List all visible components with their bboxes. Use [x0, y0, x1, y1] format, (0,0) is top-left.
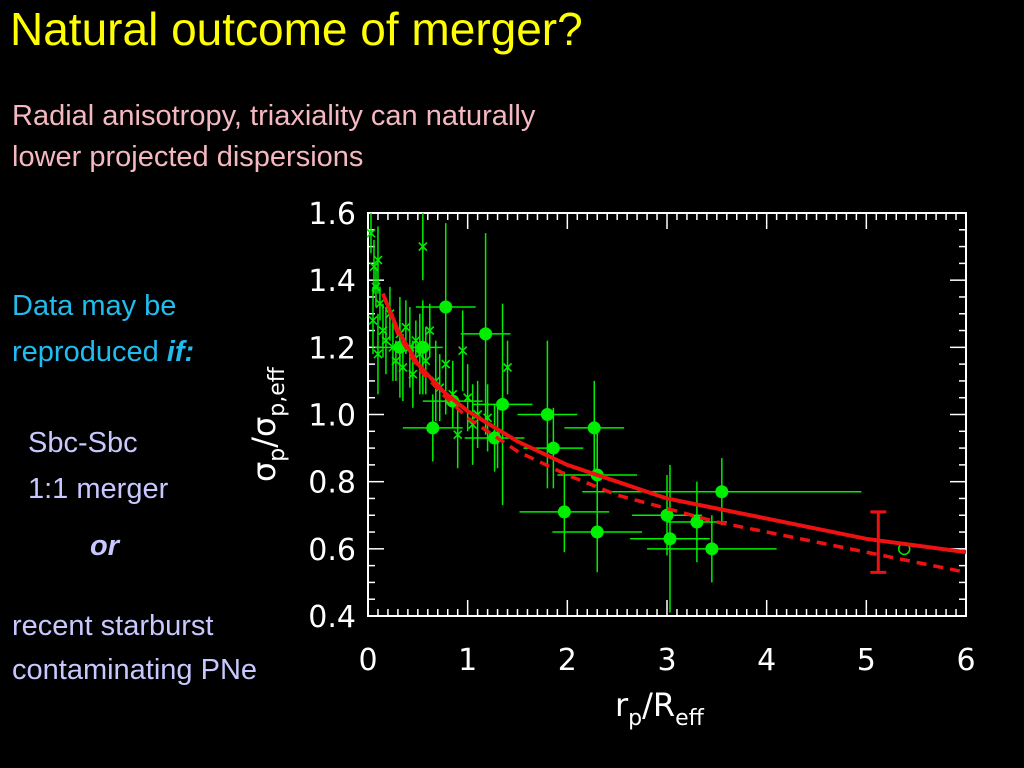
model-curve-solid [381, 292, 967, 555]
data-point [590, 525, 604, 539]
x-tick-label: 4 [757, 643, 776, 678]
y-tick-label: 0.6 [308, 533, 356, 568]
data-point [479, 327, 493, 341]
data-point [502, 362, 513, 373]
data-point [546, 441, 560, 455]
subtitle-line-1: Radial anisotropy, triaxiality can natur… [12, 100, 536, 132]
x-tick-label: 2 [558, 643, 577, 678]
condition-reproduced: reproduced [12, 336, 159, 368]
option-merger-line-1: Sbc-Sbc [28, 427, 138, 459]
data-point [418, 242, 428, 252]
x-tick-label: 5 [857, 643, 876, 678]
data-point [663, 532, 677, 546]
plot-data [366, 213, 967, 613]
data-point [411, 336, 421, 346]
y-axis-label: σp/σp,eff [245, 366, 290, 482]
subtitle-line-2: lower projected dispersions [12, 141, 364, 173]
data-point [398, 362, 408, 373]
y-tick-label: 0.4 [308, 600, 356, 635]
data-point [401, 322, 411, 332]
condition-line-1: Data may be [12, 290, 177, 322]
data-point [366, 228, 376, 238]
option-starburst-line-1: recent starburst [12, 610, 214, 642]
data-point [439, 300, 453, 314]
condition-text: Data may be reproduced if: [12, 283, 194, 375]
x-tick-label: 6 [956, 643, 975, 678]
option-merger: Sbc-Sbc 1:1 merger [28, 420, 168, 512]
data-point [373, 255, 383, 265]
data-point [426, 421, 440, 435]
or-label: or [90, 530, 119, 562]
data-point [421, 356, 431, 366]
y-tick-label: 1.2 [308, 331, 356, 366]
data-point [453, 430, 463, 440]
data-point [540, 408, 554, 421]
data-point [408, 369, 418, 379]
data-point [441, 359, 451, 369]
x-axis-label: rp/Reff [615, 686, 705, 731]
y-tick-label: 1.4 [308, 264, 356, 299]
condition-if: if: [166, 336, 195, 368]
y-tick-label: 1.6 [308, 197, 356, 232]
data-point [715, 485, 729, 499]
condition-line-2: reproduced if: [12, 329, 194, 375]
data-point [381, 336, 391, 346]
option-merger-line-2: 1:1 merger [28, 473, 169, 505]
data-point [425, 325, 435, 336]
option-starburst-line-2: contaminating PNe [12, 654, 258, 686]
y-tick-label: 1.0 [308, 399, 356, 434]
data-point [373, 349, 383, 359]
x-tick-label: 0 [358, 643, 377, 678]
model-curve-dashed [381, 292, 967, 575]
data-point [705, 542, 719, 556]
x-tick-label: 3 [657, 643, 676, 678]
slide-title: Natural outcome of merger? [10, 3, 583, 55]
data-point [587, 421, 601, 435]
y-tick-label: 0.8 [308, 466, 356, 501]
x-tick-label: 1 [458, 643, 477, 678]
data-point [557, 505, 571, 519]
plot-axes: 0 1 2 3 4 5 6 0.4 0.6 0.8 1.0 1.2 1.4 1.6 [308, 197, 975, 678]
option-starburst: recent starburst contaminating PNe [12, 604, 257, 692]
data-point [458, 346, 468, 356]
data-point [368, 315, 378, 326]
data-point [391, 356, 401, 366]
data-point [496, 397, 510, 411]
data-point [463, 393, 473, 403]
slide-subtitle: Radial anisotropy, triaxiality can natur… [12, 96, 535, 178]
